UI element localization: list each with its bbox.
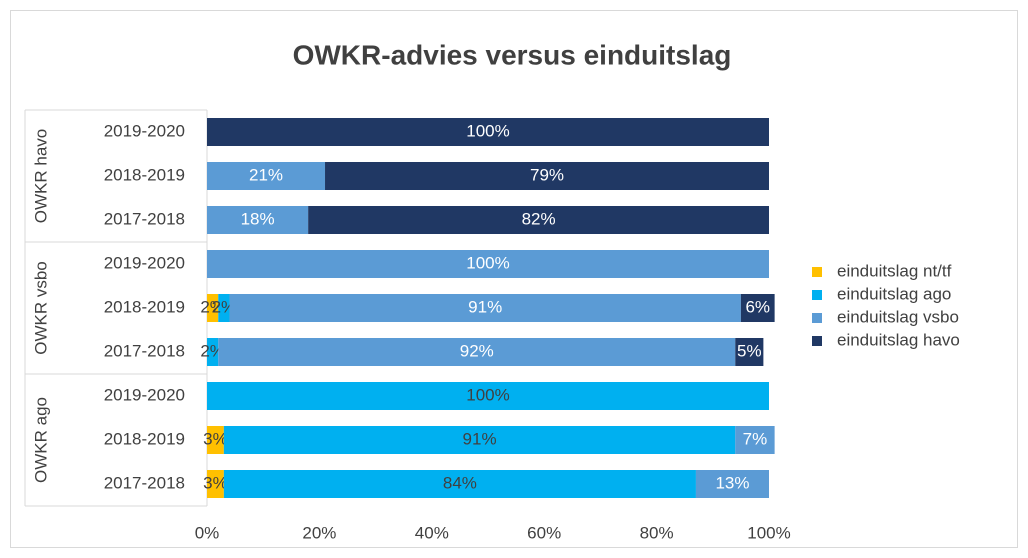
value-label: 18% (241, 209, 275, 228)
bar-segment (325, 162, 769, 190)
bar-segment (207, 118, 769, 146)
bar-segment (308, 206, 769, 234)
value-label: 91% (463, 429, 497, 448)
value-label: 82% (522, 209, 556, 228)
x-tick-label: 0% (195, 523, 220, 542)
value-label: 5% (737, 341, 762, 360)
bar-segment (207, 206, 309, 234)
value-label: 3% (203, 429, 228, 448)
bar-segment (735, 338, 764, 366)
legend-swatch (812, 336, 822, 346)
value-label: 3% (203, 473, 228, 492)
y-tick-label: 2017-2018 (104, 473, 185, 492)
value-label: 21% (249, 165, 283, 184)
bar-segment (740, 294, 775, 322)
value-label: 100% (466, 121, 509, 140)
y-tick-label: 2017-2018 (104, 209, 185, 228)
group-label: OWKR ago (31, 397, 50, 483)
value-label: 100% (466, 253, 509, 272)
chart-title: OWKR-advies versus einduitslag (293, 39, 732, 70)
bar-segment (223, 426, 736, 454)
y-tick-label: 2018-2019 (104, 165, 185, 184)
bar-segment (207, 382, 769, 410)
legend-label: einduitslag ago (837, 284, 951, 303)
legend-label: einduitslag nt/tf (837, 261, 952, 280)
bar-segment (218, 294, 230, 322)
bar-segment (207, 294, 219, 322)
value-label: 100% (466, 385, 509, 404)
y-tick-label: 2018-2019 (104, 297, 185, 316)
legend-swatch (812, 290, 822, 300)
chart-frame (10, 10, 1018, 548)
bar-segment (207, 162, 326, 190)
bar-segment (223, 470, 696, 498)
bar-segment (207, 250, 769, 278)
group-label: OWKR havo (31, 129, 50, 223)
y-tick-label: 2018-2019 (104, 429, 185, 448)
value-label: 6% (745, 297, 770, 316)
bar-segment (218, 338, 736, 366)
legend-swatch (812, 313, 822, 323)
y-tick-label: 2017-2018 (104, 341, 185, 360)
y-tick-label: 2019-2020 (104, 385, 185, 404)
y-tick-label: 2019-2020 (104, 253, 185, 272)
bar-segment (229, 294, 741, 322)
x-tick-label: 40% (415, 523, 449, 542)
bar-segment (695, 470, 769, 498)
x-tick-label: 80% (640, 523, 674, 542)
group-label: OWKR vsbo (31, 261, 50, 355)
value-label: 13% (715, 473, 749, 492)
x-tick-label: 100% (747, 523, 790, 542)
value-label: 7% (743, 429, 768, 448)
legend-swatch (812, 267, 822, 277)
x-tick-label: 20% (302, 523, 336, 542)
legend-label: einduitslag vsbo (837, 307, 959, 326)
bar-segment (207, 338, 219, 366)
legend-label: einduitslag havo (837, 330, 960, 349)
bar-segment (735, 426, 775, 454)
value-label: 91% (468, 297, 502, 316)
value-label: 84% (443, 473, 477, 492)
value-label: 92% (460, 341, 494, 360)
value-label: 79% (530, 165, 564, 184)
y-tick-label: 2019-2020 (104, 121, 185, 140)
x-tick-label: 60% (527, 523, 561, 542)
bar-segment (207, 426, 224, 454)
bar-segment (207, 470, 224, 498)
